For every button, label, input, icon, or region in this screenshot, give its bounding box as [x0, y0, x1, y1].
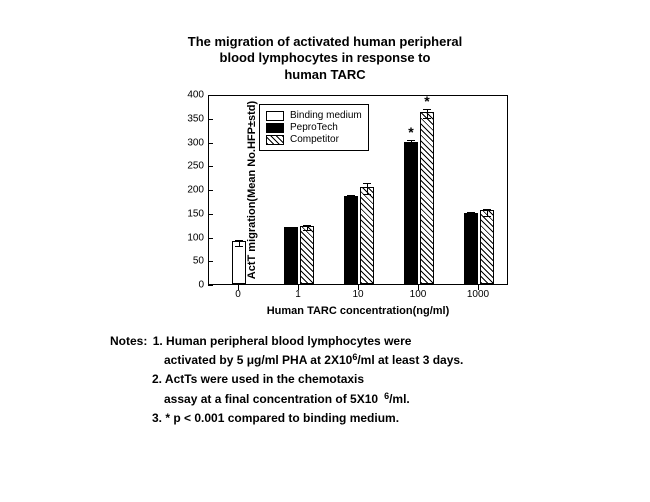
notes-block: Notes: 1. Human peripheral blood lymphoc…	[110, 332, 570, 428]
xtick-label: 100	[410, 289, 427, 300]
error-bar	[411, 140, 412, 150]
error-cap	[303, 225, 311, 226]
chart: ActT migration(Mean No.HFP±std) **Bindin…	[168, 95, 508, 315]
xtick-mark	[478, 285, 479, 290]
ytick-mark	[208, 190, 213, 191]
error-cap	[467, 212, 475, 213]
legend-label: Competitor	[290, 134, 339, 145]
error-cap	[363, 183, 371, 184]
error-cap	[287, 227, 295, 228]
xtick-mark	[298, 285, 299, 290]
error-cap	[407, 149, 415, 150]
error-cap	[235, 246, 243, 247]
title-line-1: The migration of activated human periphe…	[0, 34, 650, 50]
bar	[480, 210, 494, 284]
ytick-mark	[208, 95, 213, 96]
notes-heading: Notes:	[110, 334, 147, 348]
ytick-label: 150	[174, 208, 204, 219]
chart-title: The migration of activated human periphe…	[0, 34, 650, 83]
significance-star: *	[408, 124, 413, 140]
notes-line-1: 1. Human peripheral blood lymphocytes we…	[153, 334, 412, 348]
legend-item: PeproTech	[266, 122, 362, 133]
notes-line-5: 3. * p < 0.001 compared to binding mediu…	[152, 411, 399, 425]
error-cap	[467, 217, 475, 218]
bar	[404, 142, 418, 284]
error-cap	[423, 109, 431, 110]
error-bar	[487, 209, 488, 217]
x-axis-label: Human TARC concentration(ng/ml)	[208, 305, 508, 317]
xtick-label: 1000	[467, 289, 489, 300]
xtick-mark	[418, 285, 419, 290]
significance-star: *	[424, 93, 429, 109]
legend-label: PeproTech	[290, 122, 338, 133]
legend-item: Binding medium	[266, 110, 362, 121]
ytick-mark	[208, 143, 213, 144]
error-cap	[235, 240, 243, 241]
ytick-label: 250	[174, 161, 204, 172]
error-cap	[347, 195, 355, 196]
ytick-label: 300	[174, 137, 204, 148]
bar	[344, 196, 358, 284]
error-bar	[427, 109, 428, 119]
legend-swatch	[266, 111, 284, 121]
error-cap	[407, 140, 415, 141]
notes-line-4: assay at a final concentration of 5X106/…	[164, 392, 410, 406]
title-line-3: human TARC	[0, 67, 650, 83]
ytick-mark	[208, 119, 213, 120]
error-cap	[287, 231, 295, 232]
error-cap	[347, 201, 355, 202]
ytick-mark	[208, 166, 213, 167]
ytick-label: 50	[174, 256, 204, 267]
plot-box: * * Binding mediumPeproTechCompetitor	[208, 95, 508, 285]
bar	[284, 227, 298, 284]
notes-line-2: activated by 5 μg/ml PHA at 2X106/ml at …	[164, 353, 463, 367]
legend-label: Binding medium	[290, 110, 362, 121]
error-cap	[483, 209, 491, 210]
ytick-label: 400	[174, 90, 204, 101]
error-cap	[303, 230, 311, 231]
bar	[232, 241, 246, 284]
error-cap	[483, 216, 491, 217]
notes-line-3: 2. ActTs were used in the chemotaxis	[152, 372, 364, 386]
ytick-label: 0	[174, 280, 204, 291]
legend-swatch	[266, 123, 284, 133]
ytick-mark	[208, 238, 213, 239]
bar	[420, 112, 434, 284]
title-line-2: blood lymphocytes in response to	[0, 50, 650, 66]
xtick-label: 1	[295, 289, 301, 300]
bar	[360, 187, 374, 284]
xtick-label: 0	[235, 289, 241, 300]
xtick-label: 10	[352, 289, 363, 300]
bar	[464, 213, 478, 284]
ytick-label: 100	[174, 232, 204, 243]
error-bar	[367, 183, 368, 194]
error-cap	[363, 194, 371, 195]
ytick-label: 350	[174, 113, 204, 124]
ytick-label: 200	[174, 185, 204, 196]
error-cap	[423, 118, 431, 119]
ytick-mark	[208, 261, 213, 262]
ytick-mark	[208, 214, 213, 215]
legend-swatch	[266, 135, 284, 145]
xtick-mark	[358, 285, 359, 290]
bar	[300, 226, 314, 284]
legend-item: Competitor	[266, 134, 362, 145]
xtick-mark	[238, 285, 239, 290]
legend: Binding mediumPeproTechCompetitor	[259, 104, 369, 151]
ytick-mark	[208, 285, 213, 286]
